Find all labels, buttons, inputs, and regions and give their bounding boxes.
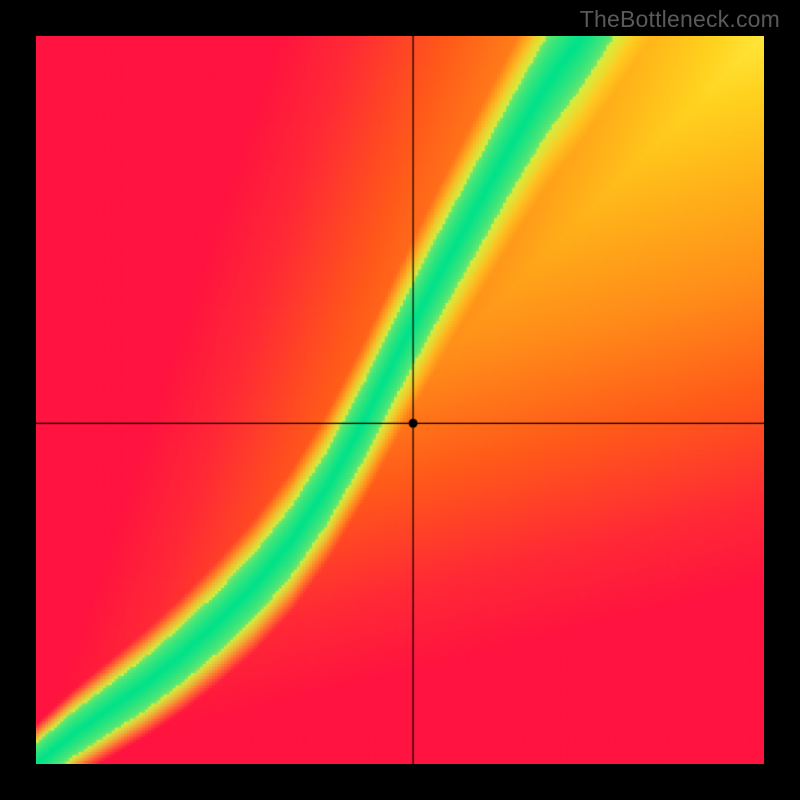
- bottleneck-heatmap: [36, 36, 764, 764]
- watermark-text: TheBottleneck.com: [580, 6, 780, 33]
- chart-frame: TheBottleneck.com: [0, 0, 800, 800]
